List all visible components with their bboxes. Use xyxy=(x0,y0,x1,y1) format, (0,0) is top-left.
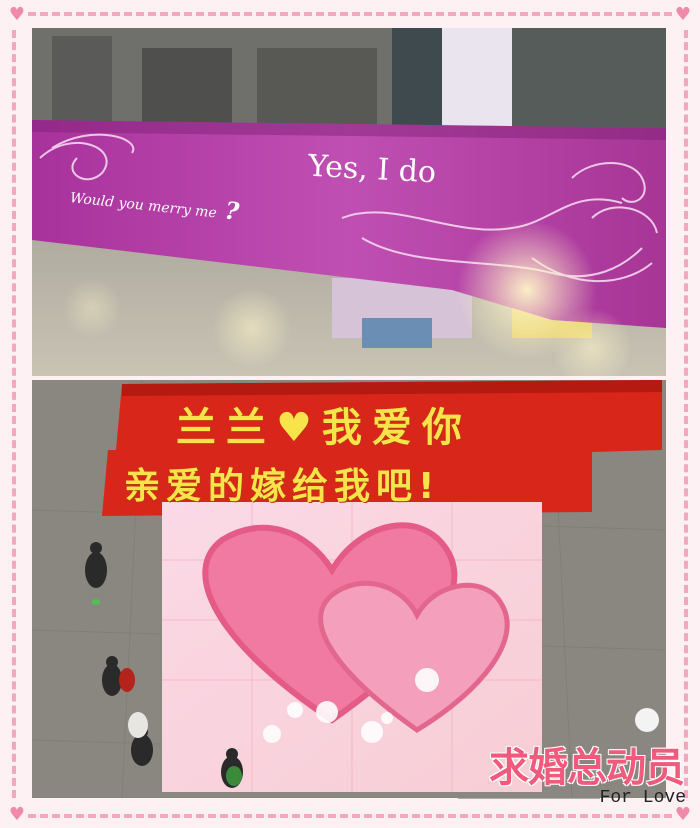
corner-heart-icon: ♥ xyxy=(674,6,692,24)
red-banner-line-1: 兰兰♥我爱你 xyxy=(176,395,472,453)
red-banner-heart-icon: ♥ xyxy=(276,405,322,451)
frame-border-top xyxy=(28,12,672,16)
frame-border-left xyxy=(12,30,16,798)
banner-answer-text: Yes, I do xyxy=(307,149,437,191)
banner-question-mark: ? xyxy=(224,195,241,225)
red-banner-name: 兰兰 xyxy=(176,405,276,451)
logo-divider xyxy=(458,798,600,799)
logo-english-text: For Love xyxy=(600,788,686,808)
red-banner-line-2: 亲爱的嫁给我吧! xyxy=(124,457,440,509)
red-banner-love-you: 我爱你 xyxy=(322,405,472,451)
frame-border-right xyxy=(684,30,688,798)
logo-chinese-text: 求婚总动员 xyxy=(489,748,684,788)
corner-heart-icon: ♥ xyxy=(8,6,26,24)
watermark-logo: 求婚总动员 For Love xyxy=(450,748,690,816)
corner-heart-icon: ♥ xyxy=(8,806,26,824)
